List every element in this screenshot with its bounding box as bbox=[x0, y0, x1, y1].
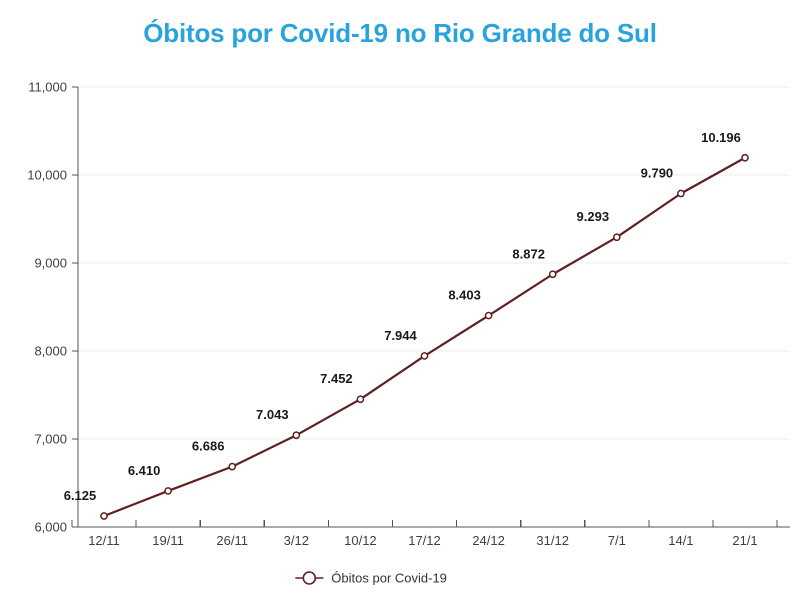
x-axis-tick-label: 31/12 bbox=[536, 533, 569, 548]
y-axis-tick-label: 10,000 bbox=[27, 168, 67, 183]
data-point-label: 8.872 bbox=[512, 246, 545, 261]
axes-group bbox=[71, 86, 790, 528]
chart-title: Óbitos por Covid-19 no Rio Grande do Sul bbox=[143, 18, 657, 48]
data-point-marker[interactable] bbox=[164, 487, 172, 495]
data-point-label: 8.403 bbox=[448, 288, 481, 303]
data-series-line bbox=[102, 156, 747, 518]
chart-legend[interactable]: Óbitos por Covid-19 bbox=[295, 571, 447, 586]
data-point-label: 7.944 bbox=[384, 328, 417, 343]
data-point-label: 10.196 bbox=[701, 130, 741, 145]
y-axis-tick-label: 11,000 bbox=[28, 80, 67, 95]
data-point-label: 6.686 bbox=[192, 439, 225, 454]
data-point-marker[interactable] bbox=[228, 462, 237, 471]
x-axis-tick-label: 3/12 bbox=[284, 533, 309, 548]
data-point-label: 7.043 bbox=[256, 407, 289, 422]
data-point-marker[interactable] bbox=[548, 270, 557, 279]
data-point-label: 9.790 bbox=[641, 165, 674, 180]
y-axis-tick-label: 7,000 bbox=[34, 432, 67, 447]
x-axis-tick-label: 12/11 bbox=[88, 533, 120, 548]
data-series-markers bbox=[100, 153, 749, 520]
data-point-marker[interactable] bbox=[677, 189, 685, 198]
y-axis-tick-label: 8,000 bbox=[34, 344, 67, 359]
data-point-marker[interactable] bbox=[356, 395, 365, 404]
legend-entry-label: Óbitos por Covid-19 bbox=[331, 571, 447, 586]
x-axis-tick-label: 17/12 bbox=[408, 533, 441, 548]
data-point-marker[interactable] bbox=[292, 431, 301, 440]
data-point-marker[interactable] bbox=[741, 153, 749, 162]
series-line-path bbox=[102, 156, 747, 518]
x-axis-tick-label: 7/1 bbox=[608, 533, 626, 548]
x-axis-tick-label: 19/11 bbox=[152, 533, 184, 548]
data-point-label: 6.410 bbox=[128, 463, 161, 478]
data-point-label: 7.452 bbox=[320, 371, 353, 386]
gridlines-group bbox=[78, 86, 790, 440]
data-point-label: 6.125 bbox=[64, 488, 97, 503]
data-point-marker[interactable] bbox=[612, 233, 621, 242]
data-point-labels: 6.125 6.410 6.686 7.043 7.452 7.944 8.403 8.872… bbox=[64, 130, 741, 503]
legend-marker-swatch bbox=[302, 571, 317, 585]
x-axis-tick-label: 14/1 bbox=[668, 533, 693, 548]
y-axis-tick-label: 9,000 bbox=[34, 256, 67, 271]
x-axis-tick-label: 21/1 bbox=[732, 533, 757, 548]
x-axis-tick-label: 10/12 bbox=[344, 533, 377, 548]
x-axis-tick-label: 24/12 bbox=[472, 533, 505, 548]
y-axis-tick-labels: 6,000 7,000 8,000 9,000 10,000 11,000 bbox=[27, 80, 67, 535]
x-axis-tick-labels: 12/11 19/11 26/11 3/12 10/12 17/12 24/12 31/12 7… bbox=[88, 533, 757, 548]
x-axis-tick-label: 26/11 bbox=[216, 533, 248, 548]
data-point-label: 9.293 bbox=[577, 209, 610, 224]
data-point-marker[interactable] bbox=[484, 311, 493, 320]
data-point-marker[interactable] bbox=[100, 512, 108, 520]
data-point-marker[interactable] bbox=[420, 352, 429, 360]
y-axis-tick-label: 6,000 bbox=[34, 520, 67, 535]
